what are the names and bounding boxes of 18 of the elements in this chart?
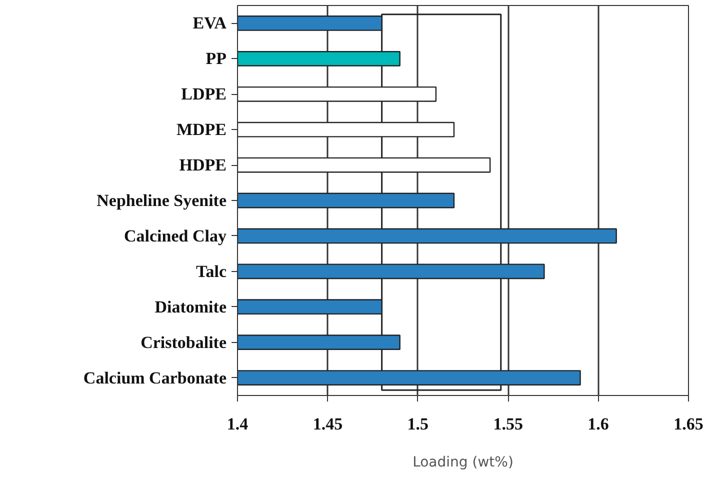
y-tick-label: HDPE — [179, 156, 227, 175]
x-tick-label: 1.6 — [588, 414, 609, 434]
y-tick-label: LDPE — [181, 84, 227, 104]
x-tick-label: 1.45 — [312, 414, 343, 434]
x-tick-label: 1.4 — [226, 414, 249, 434]
y-tick-label: Nepheline Syenite — [96, 191, 227, 210]
y-tick-label: Diatomite — [154, 297, 227, 316]
y-tick-label: PP — [206, 49, 227, 68]
x-tick-label: 1.55 — [493, 414, 523, 434]
y-tick-label: Talc — [196, 262, 227, 281]
y-tick-label: Calcium Carbonate — [83, 368, 227, 388]
x-axis-title: Loading (wt%) — [412, 454, 514, 470]
x-tick-label: 1.65 — [674, 414, 704, 434]
y-tick-label: Cristobalite — [140, 332, 227, 352]
x-tick-label: 1.5 — [407, 414, 429, 434]
y-tick-label: EVA — [192, 14, 228, 33]
y-tick-label: MDPE — [176, 120, 226, 140]
y-tick-label: Calcined Clay — [124, 226, 227, 246]
